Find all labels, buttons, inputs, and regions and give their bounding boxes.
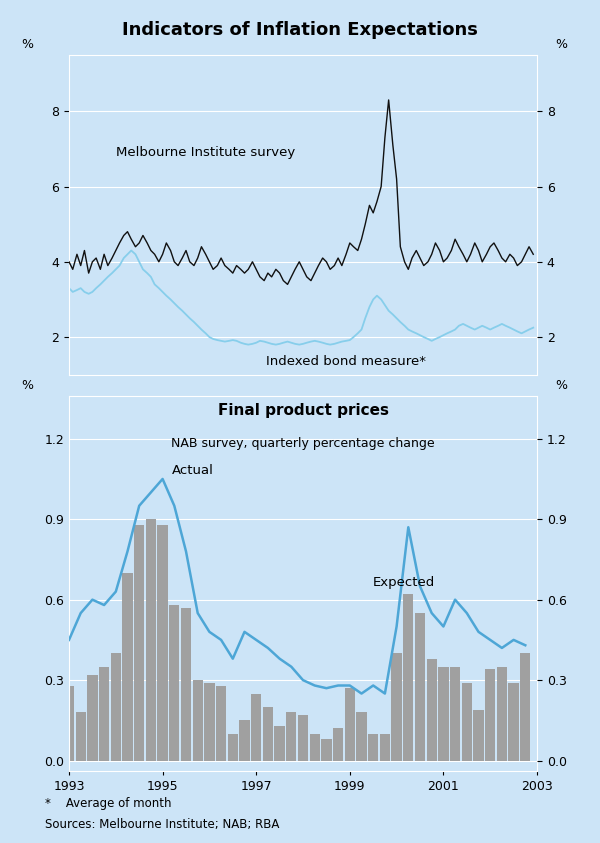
Text: Final product prices: Final product prices bbox=[218, 403, 389, 418]
Bar bbox=[76, 712, 86, 760]
Bar bbox=[344, 688, 355, 760]
Bar bbox=[391, 653, 402, 760]
Bar bbox=[450, 667, 460, 760]
Bar bbox=[415, 613, 425, 760]
Bar bbox=[216, 685, 226, 760]
Bar bbox=[298, 715, 308, 760]
Bar bbox=[169, 605, 179, 760]
Bar bbox=[204, 683, 215, 760]
Bar bbox=[181, 608, 191, 760]
Bar bbox=[274, 726, 285, 760]
Bar bbox=[251, 694, 262, 760]
Bar bbox=[438, 667, 449, 760]
Bar bbox=[485, 669, 496, 760]
Bar bbox=[239, 721, 250, 760]
Bar bbox=[286, 712, 296, 760]
Text: %: % bbox=[555, 38, 567, 51]
Bar bbox=[461, 683, 472, 760]
Bar bbox=[227, 733, 238, 760]
Bar bbox=[310, 733, 320, 760]
Text: %: % bbox=[21, 379, 33, 391]
Text: Sources: Melbourne Institute; NAB; RBA: Sources: Melbourne Institute; NAB; RBA bbox=[45, 818, 280, 830]
Text: Melbourne Institute survey: Melbourne Institute survey bbox=[116, 147, 295, 159]
Text: Expected: Expected bbox=[373, 577, 436, 589]
Text: %: % bbox=[21, 38, 33, 51]
Bar bbox=[193, 680, 203, 760]
Bar bbox=[146, 519, 156, 760]
Bar bbox=[508, 683, 519, 760]
Bar bbox=[473, 710, 484, 760]
Bar bbox=[99, 667, 109, 760]
Text: %: % bbox=[555, 379, 567, 391]
Bar bbox=[356, 712, 367, 760]
Bar bbox=[157, 524, 168, 760]
Bar bbox=[64, 685, 74, 760]
Bar bbox=[110, 653, 121, 760]
Text: Indexed bond measure*: Indexed bond measure* bbox=[266, 355, 425, 368]
Text: *    Average of month: * Average of month bbox=[45, 797, 172, 809]
Text: NAB survey, quarterly percentage change: NAB survey, quarterly percentage change bbox=[171, 438, 435, 450]
Bar bbox=[520, 653, 530, 760]
Bar bbox=[122, 573, 133, 760]
Bar bbox=[333, 728, 343, 760]
Bar bbox=[87, 674, 98, 760]
Bar bbox=[380, 733, 390, 760]
Bar bbox=[427, 658, 437, 760]
Text: Actual: Actual bbox=[172, 464, 214, 476]
Bar bbox=[321, 739, 332, 760]
Bar bbox=[497, 667, 507, 760]
Bar bbox=[368, 733, 379, 760]
Bar bbox=[403, 594, 413, 760]
Bar bbox=[134, 524, 145, 760]
Bar bbox=[263, 707, 273, 760]
Text: Indicators of Inflation Expectations: Indicators of Inflation Expectations bbox=[122, 21, 478, 39]
